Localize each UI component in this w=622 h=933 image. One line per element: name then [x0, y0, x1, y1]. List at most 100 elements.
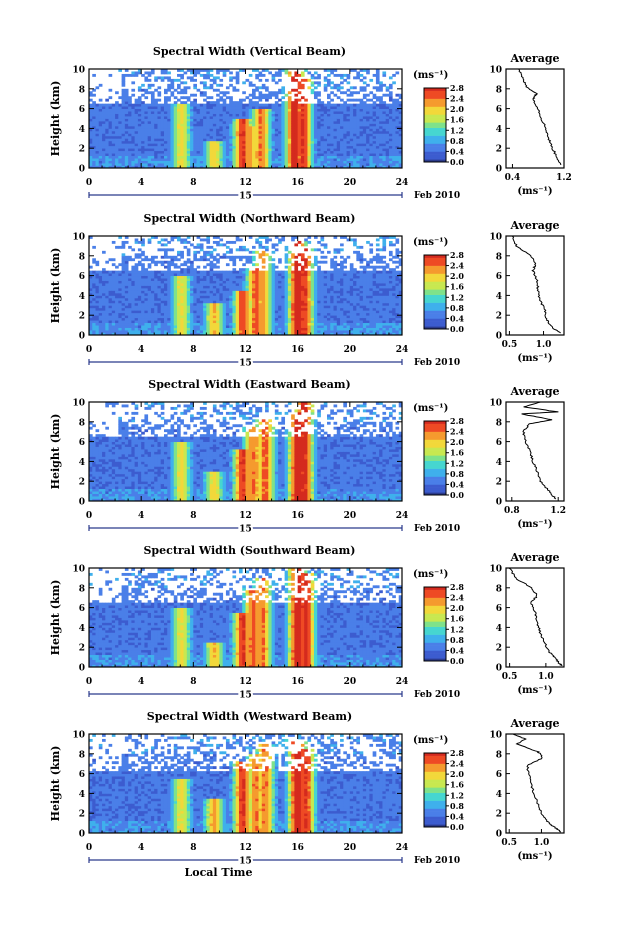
heatmap-cell	[216, 318, 220, 321]
heatmap-cell	[122, 104, 126, 107]
heatmap-cell	[327, 94, 331, 97]
heatmap-cell	[203, 76, 207, 79]
heatmap-cell	[92, 133, 96, 136]
heatmap-cell	[131, 315, 135, 318]
heatmap-cell	[96, 276, 100, 279]
heatmap-cell	[363, 116, 367, 119]
heatmap-cell	[304, 121, 308, 124]
heatmap-cell	[131, 89, 135, 92]
heatmap-cell	[180, 290, 184, 293]
heatmap-cell	[144, 79, 148, 82]
heatmap-cell	[200, 119, 204, 122]
heatmap-cell	[151, 256, 155, 259]
heatmap-cell	[320, 114, 324, 117]
heatmap-cell	[291, 158, 295, 161]
heatmap-cell	[105, 318, 109, 321]
heatmap-cell	[141, 263, 145, 266]
heatmap-cell	[343, 146, 347, 149]
heatmap-cell	[180, 91, 184, 94]
heatmap-cell	[112, 318, 116, 321]
heatmap-cell	[200, 146, 204, 149]
heatmap-cell	[304, 133, 308, 136]
heatmap-cell	[177, 109, 181, 112]
heatmap-cell	[275, 243, 279, 246]
heatmap-cell	[102, 156, 106, 159]
heatmap-cell	[288, 163, 292, 166]
heatmap-cell	[278, 138, 282, 141]
heatmap-cell	[193, 101, 197, 104]
heatmap-cell	[122, 81, 126, 84]
heatmap-cell	[187, 268, 191, 271]
heatmap-cell	[255, 310, 259, 313]
heatmap-cell	[167, 300, 171, 303]
heatmap-cell	[122, 161, 126, 164]
heatmap-cell	[128, 74, 132, 77]
heatmap-cell	[118, 276, 122, 279]
heatmap-cell	[259, 138, 263, 141]
heatmap-cell	[180, 81, 184, 84]
x-tick-label: 24	[396, 178, 409, 188]
heatmap-cell	[171, 148, 175, 151]
heatmap-cell	[157, 146, 161, 149]
heatmap-cell	[148, 281, 152, 284]
heatmap-cell	[109, 300, 113, 303]
heatmap-cell	[167, 278, 171, 281]
heatmap-cell	[180, 325, 184, 328]
heatmap-cell	[347, 116, 351, 119]
heatmap-cell	[200, 141, 204, 144]
heatmap-cell	[112, 276, 116, 279]
heatmap-cell	[184, 163, 188, 166]
heatmap-cell	[239, 318, 243, 321]
heatmap-cell	[376, 161, 380, 164]
heatmap-cell	[314, 143, 318, 146]
heatmap-cell	[96, 305, 100, 308]
heatmap-cell	[171, 116, 175, 119]
heatmap-cell	[340, 146, 344, 149]
heatmap-cell	[343, 153, 347, 156]
heatmap-cell	[223, 114, 227, 117]
heatmap-cell	[232, 76, 236, 79]
heatmap-cell	[223, 278, 227, 281]
heatmap-cell	[278, 295, 282, 298]
heatmap-cell	[177, 111, 181, 114]
heatmap-cell	[298, 161, 302, 164]
heatmap-cell	[151, 153, 155, 156]
heatmap-cell	[395, 136, 399, 139]
heatmap-cell	[294, 148, 298, 151]
heatmap-cell	[373, 138, 377, 141]
heatmap-cell	[148, 128, 152, 131]
heatmap-cell	[148, 286, 152, 289]
heatmap-cell	[350, 143, 354, 146]
heatmap-cell	[171, 281, 175, 284]
heatmap-cell	[373, 156, 377, 159]
heatmap-cell	[148, 86, 152, 89]
heatmap-cell	[275, 74, 279, 77]
heatmap-cell	[180, 300, 184, 303]
heatmap-cell	[167, 76, 171, 79]
heatmap-cell	[92, 305, 96, 308]
heatmap-cell	[115, 156, 119, 159]
heatmap-cell	[174, 266, 178, 269]
heatmap-cell	[369, 109, 373, 112]
heatmap-cell	[190, 290, 194, 293]
heatmap-cell	[184, 325, 188, 328]
colorbar-swatch	[424, 114, 446, 117]
heatmap-cell	[373, 136, 377, 139]
heatmap-cell	[265, 146, 269, 149]
heatmap-cell	[259, 246, 263, 249]
heatmap-cell	[154, 119, 158, 122]
heatmap-cell	[395, 158, 399, 161]
heatmap-cell	[301, 126, 305, 129]
heatmap-cell	[311, 161, 315, 164]
heatmap-cell	[177, 119, 181, 122]
heatmap-cell	[135, 305, 139, 308]
heatmap-cell	[272, 258, 276, 261]
heatmap-cell	[161, 143, 165, 146]
heatmap-cell	[144, 308, 148, 311]
heatmap-cell	[125, 136, 129, 139]
heatmap-cell	[115, 128, 119, 131]
heatmap-cell	[379, 148, 383, 151]
heatmap-cell	[337, 123, 341, 126]
heatmap-cell	[226, 286, 230, 289]
heatmap-cell	[395, 138, 399, 141]
